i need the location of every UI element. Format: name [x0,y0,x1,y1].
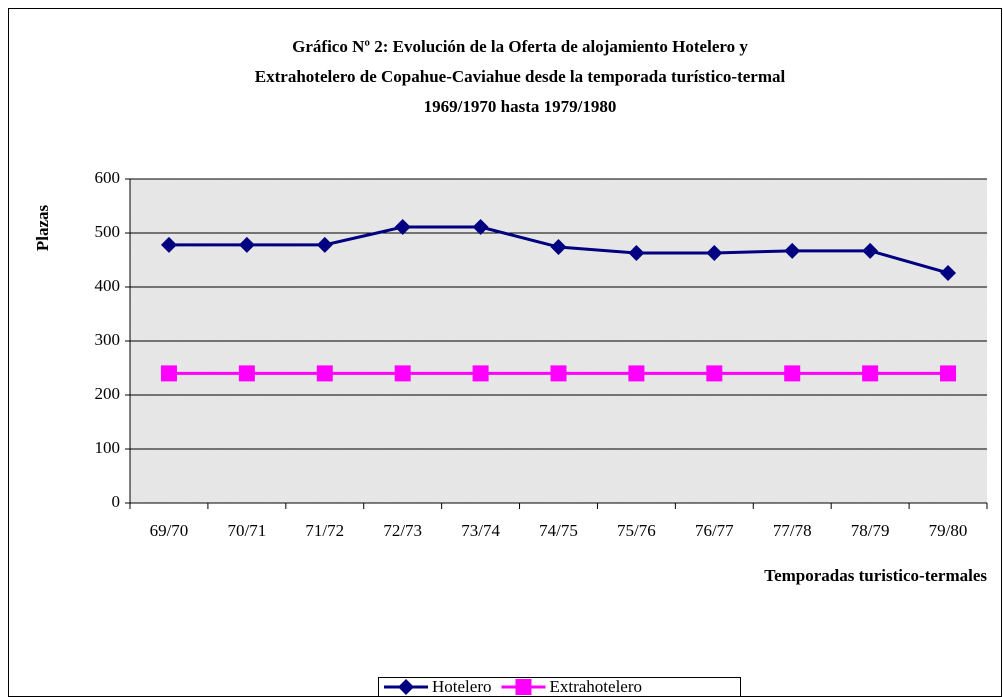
marker [160,365,177,382]
x-axis-label: Temporadas turistico-termales [764,566,987,585]
y-tick-label: 200 [95,384,121,403]
x-tick-label: 78/79 [851,521,890,540]
y-axis-label: Plazas [33,204,52,251]
y-tick-label: 600 [95,168,121,187]
marker [472,219,489,236]
x-tick-label: 76/77 [695,521,734,540]
x-tick-label: 77/78 [773,521,812,540]
marker [628,244,645,261]
marker [160,236,177,253]
x-tick-label: 72/73 [383,521,422,540]
marker [316,236,333,253]
x-tick-label: 74/75 [539,521,578,540]
marker [706,244,723,261]
marker [316,365,333,382]
marker [862,242,879,259]
marker [238,236,255,253]
legend-label: Extrahotelero [549,677,642,696]
marker [784,242,801,259]
marker [472,365,489,382]
marker [784,365,801,382]
marker [394,365,411,382]
marker [398,679,414,695]
x-tick-label: 70/71 [227,521,266,540]
marker [238,365,255,382]
x-tick-label: 79/80 [929,521,968,540]
x-tick-label: 71/72 [305,521,344,540]
chart-title: Extrahotelero de Copahue-Caviahue desde … [255,67,786,86]
y-tick-label: 400 [95,276,121,295]
marker [550,365,567,382]
marker [706,365,723,382]
marker [394,219,411,236]
marker [515,679,532,695]
marker [862,365,879,382]
chart-title: Gráfico Nº 2: Evolución de la Oferta de … [292,37,748,56]
marker [628,365,645,382]
legend-label: Hotelero [432,677,491,696]
marker [940,264,957,281]
marker [550,239,567,256]
x-tick-label: 75/76 [617,521,656,540]
y-tick-label: 500 [95,222,121,241]
x-tick-label: 73/74 [461,521,500,540]
y-tick-label: 0 [112,492,121,511]
x-tick-label: 69/70 [150,521,189,540]
chart-title: 1969/1970 hasta 1979/1980 [424,97,617,116]
y-tick-label: 100 [95,438,121,457]
marker [940,365,957,382]
y-tick-label: 300 [95,330,121,349]
